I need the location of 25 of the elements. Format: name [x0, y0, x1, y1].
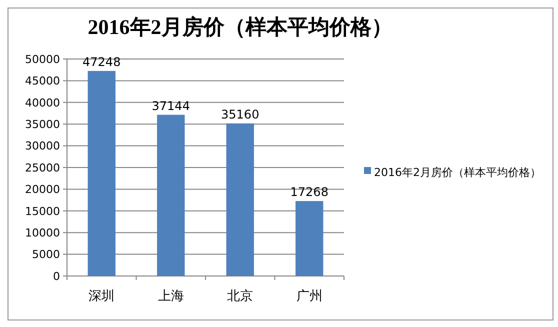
x-tick-label: 北京 — [227, 289, 254, 304]
y-tick-label: 45000 — [25, 74, 60, 88]
y-tick-label: 5000 — [32, 248, 60, 262]
x-tick-label: 深圳 — [88, 289, 115, 304]
bar — [226, 123, 254, 276]
x-tick-label: 广州 — [296, 289, 322, 304]
chart-title: 2016年2月房价（样本平均价格） — [88, 15, 392, 39]
y-tick-label: 30000 — [25, 140, 60, 153]
y-tick-label: 50000 — [25, 52, 60, 66]
bar — [296, 201, 324, 276]
y-tick-label: 10000 — [25, 226, 60, 240]
y-tick-label: 40000 — [25, 96, 60, 110]
x-tick-label: 上海 — [158, 289, 184, 304]
bar — [157, 114, 185, 276]
data-label: 17268 — [290, 185, 328, 200]
y-tick-label: 20000 — [25, 183, 60, 196]
y-tick-label: 0 — [53, 270, 60, 283]
y-tick-label: 15000 — [25, 204, 60, 218]
y-tick-label: 35000 — [25, 118, 60, 131]
data-label: 35160 — [221, 107, 260, 122]
data-label: 47248 — [82, 54, 121, 69]
legend-label: 2016年2月房价（样本平均价格） — [374, 166, 541, 179]
y-tick-label: 25000 — [25, 161, 60, 174]
data-label: 37144 — [152, 98, 190, 113]
bar — [88, 70, 116, 276]
